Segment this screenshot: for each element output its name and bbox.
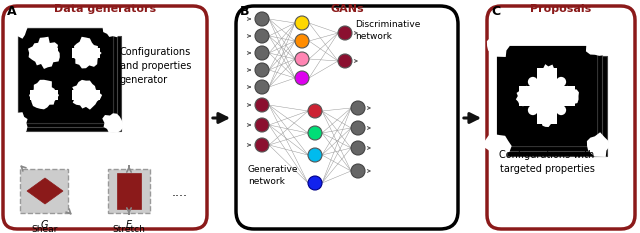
Circle shape — [556, 105, 566, 115]
FancyBboxPatch shape — [3, 6, 207, 229]
Circle shape — [295, 71, 309, 85]
Polygon shape — [516, 86, 534, 106]
Circle shape — [255, 12, 269, 26]
Circle shape — [538, 87, 548, 97]
Text: Data generators: Data generators — [54, 4, 156, 14]
Circle shape — [549, 84, 559, 94]
Text: Generative
network: Generative network — [248, 165, 298, 186]
Circle shape — [255, 29, 269, 43]
Circle shape — [542, 91, 552, 101]
Text: Stretch: Stretch — [113, 225, 145, 233]
Circle shape — [308, 126, 322, 140]
Polygon shape — [538, 109, 556, 127]
Circle shape — [531, 80, 541, 90]
Circle shape — [255, 98, 269, 112]
Circle shape — [338, 54, 352, 68]
Polygon shape — [29, 80, 59, 109]
Bar — [507, 56, 607, 156]
Bar — [502, 51, 602, 151]
Text: $G$: $G$ — [40, 218, 49, 230]
Circle shape — [338, 26, 352, 40]
Circle shape — [255, 80, 269, 94]
Text: A: A — [7, 5, 17, 18]
Bar — [30, 90, 58, 100]
Circle shape — [538, 95, 548, 105]
Text: Discriminative
network: Discriminative network — [355, 20, 420, 41]
Circle shape — [351, 164, 365, 178]
Circle shape — [308, 104, 322, 118]
Circle shape — [351, 121, 365, 135]
Bar — [497, 46, 597, 146]
Circle shape — [255, 138, 269, 152]
Bar — [117, 173, 141, 209]
Text: Configurations with
targeted properties: Configurations with targeted properties — [499, 150, 595, 174]
Circle shape — [552, 102, 563, 112]
Circle shape — [351, 101, 365, 115]
Circle shape — [552, 80, 563, 90]
Text: $E$: $E$ — [125, 218, 133, 230]
Polygon shape — [487, 32, 509, 57]
Polygon shape — [27, 178, 63, 204]
Circle shape — [308, 176, 322, 190]
Circle shape — [255, 63, 269, 77]
FancyBboxPatch shape — [236, 6, 458, 229]
Text: Proposals: Proposals — [531, 4, 591, 14]
Circle shape — [542, 91, 552, 101]
Circle shape — [549, 98, 559, 108]
Circle shape — [545, 87, 556, 97]
Text: ....: .... — [172, 186, 188, 199]
Polygon shape — [586, 35, 611, 56]
Bar — [20, 169, 68, 213]
Polygon shape — [72, 80, 102, 110]
Circle shape — [528, 105, 538, 115]
Polygon shape — [72, 37, 102, 69]
Polygon shape — [102, 113, 124, 133]
Text: Shear: Shear — [32, 225, 58, 233]
Bar — [18, 28, 113, 123]
Bar — [108, 169, 150, 213]
Circle shape — [255, 46, 269, 60]
Text: GANs: GANs — [330, 4, 364, 14]
Circle shape — [542, 91, 552, 101]
Circle shape — [295, 16, 309, 30]
Text: C: C — [491, 5, 500, 18]
Circle shape — [542, 91, 552, 101]
Circle shape — [535, 84, 545, 94]
Text: Configurations
and properties
generator: Configurations and properties generator — [120, 47, 191, 85]
Polygon shape — [7, 16, 28, 39]
FancyBboxPatch shape — [487, 6, 635, 229]
Bar — [72, 90, 100, 100]
Circle shape — [255, 118, 269, 132]
Bar — [497, 46, 597, 146]
Bar — [22, 32, 117, 127]
Circle shape — [556, 77, 566, 87]
Circle shape — [295, 52, 309, 66]
Text: B: B — [240, 5, 250, 18]
Bar — [30, 48, 58, 58]
Bar — [519, 86, 575, 106]
Bar — [537, 68, 557, 124]
Bar — [26, 36, 121, 131]
Circle shape — [308, 148, 322, 162]
Polygon shape — [482, 134, 511, 159]
Polygon shape — [28, 37, 60, 69]
Circle shape — [295, 34, 309, 48]
Circle shape — [528, 77, 538, 87]
Bar — [18, 28, 113, 123]
Circle shape — [351, 141, 365, 155]
Polygon shape — [102, 17, 122, 37]
Circle shape — [535, 98, 545, 108]
Circle shape — [531, 102, 541, 112]
Circle shape — [545, 95, 556, 105]
Bar — [497, 46, 597, 146]
Polygon shape — [559, 86, 579, 105]
Polygon shape — [587, 132, 610, 157]
Polygon shape — [537, 64, 557, 84]
Polygon shape — [6, 112, 28, 133]
Bar — [72, 48, 100, 58]
